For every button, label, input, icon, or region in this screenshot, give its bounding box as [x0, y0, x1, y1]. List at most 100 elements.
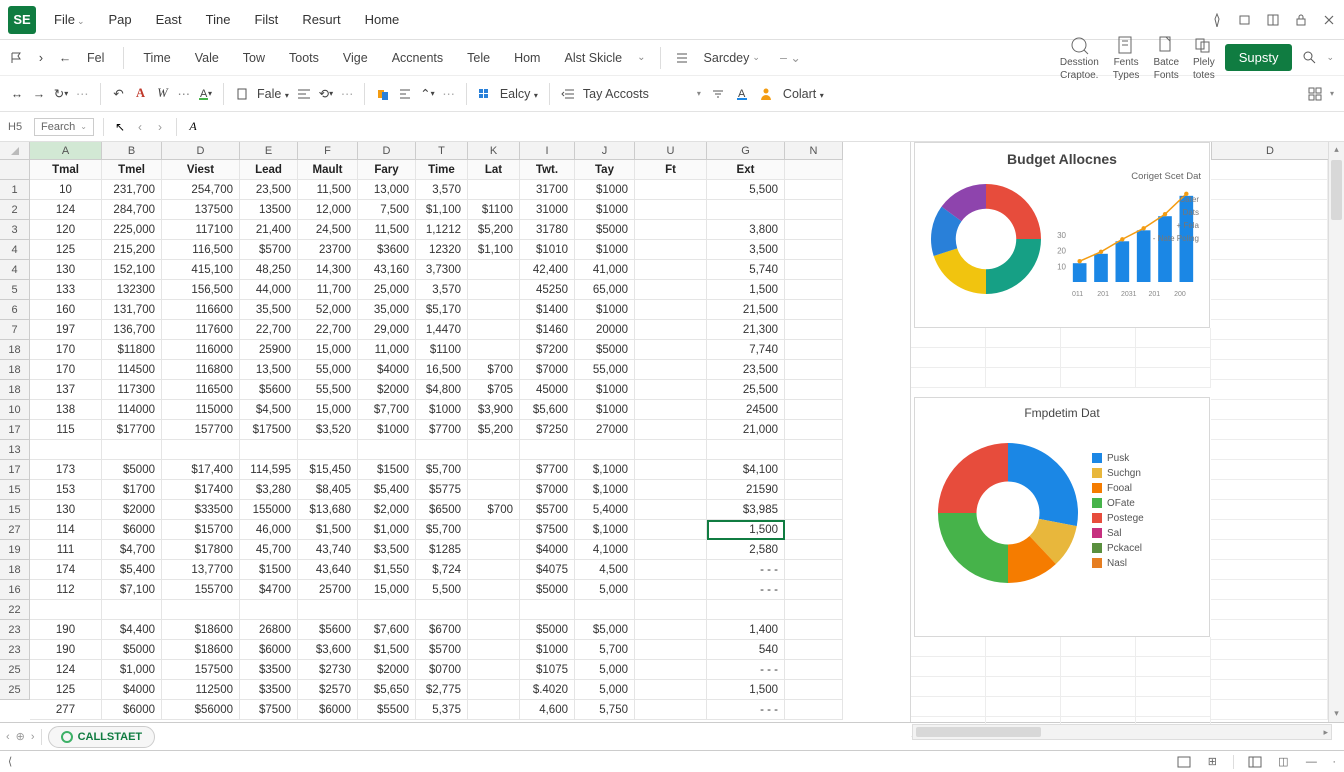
cell[interactable]: - - - [707, 560, 785, 580]
cell[interactable] [468, 540, 520, 560]
ribbon-fel[interactable]: Fel [82, 48, 109, 68]
cell[interactable]: 52,000 [298, 300, 358, 320]
cell[interactable] [785, 340, 843, 360]
cell[interactable]: 1,4470 [416, 320, 468, 340]
ribbon-dash[interactable]: – ⌄ [775, 47, 806, 68]
cell[interactable]: 157700 [162, 420, 240, 440]
cell[interactable]: 43,740 [298, 540, 358, 560]
header-cell[interactable]: Ft [635, 160, 707, 180]
cell[interactable] [468, 180, 520, 200]
ribbon-tele[interactable]: Tele [462, 48, 495, 68]
cell[interactable]: 7,500 [358, 200, 416, 220]
cell[interactable]: 156,500 [162, 280, 240, 300]
cell[interactable]: 7,740 [707, 340, 785, 360]
cell[interactable]: 45000 [520, 380, 575, 400]
cell[interactable]: $3,500 [358, 540, 416, 560]
tab-first-icon[interactable]: ‹ [6, 731, 10, 743]
cell[interactable] [575, 440, 635, 460]
cell[interactable] [785, 220, 843, 240]
row-header[interactable]: 18 [0, 360, 30, 380]
cell[interactable] [635, 280, 707, 300]
chart-budget-allocnes[interactable]: Budget Allocnes Coriget Scet Dat 1020300… [914, 142, 1210, 328]
row-header[interactable]: 2 [0, 200, 30, 220]
cell[interactable]: 116600 [162, 300, 240, 320]
row-header[interactable]: 6 [0, 300, 30, 320]
cell[interactable]: $7500 [240, 700, 298, 720]
cell[interactable]: 116000 [162, 340, 240, 360]
cell[interactable] [635, 300, 707, 320]
cell[interactable]: $1075 [520, 660, 575, 680]
cell[interactable]: $,724 [416, 560, 468, 580]
cell[interactable] [785, 540, 843, 560]
status-back-icon[interactable]: ⟨ [8, 755, 12, 768]
cell[interactable] [468, 560, 520, 580]
cell[interactable]: $705 [468, 380, 520, 400]
cell[interactable]: $15,450 [298, 460, 358, 480]
cell[interactable]: 43,160 [358, 260, 416, 280]
cell[interactable] [635, 240, 707, 260]
column-header[interactable]: G [707, 142, 785, 160]
cell[interactable]: - - - [707, 660, 785, 680]
cell[interactable]: 132300 [102, 280, 162, 300]
menu-home[interactable]: Home [363, 8, 402, 31]
cell[interactable]: 112 [30, 580, 102, 600]
cell[interactable]: 155000 [240, 500, 298, 520]
cell[interactable] [635, 200, 707, 220]
cell[interactable]: $,1000 [575, 480, 635, 500]
cell[interactable] [468, 320, 520, 340]
row-header[interactable]: 16 [0, 580, 30, 600]
cell[interactable]: 152,100 [102, 260, 162, 280]
cell[interactable]: $5775 [416, 480, 468, 500]
cell[interactable] [358, 600, 416, 620]
cell[interactable]: $1400 [520, 300, 575, 320]
search-icon[interactable] [1302, 51, 1316, 65]
cell[interactable]: 114500 [102, 360, 162, 380]
cell[interactable]: 231,700 [102, 180, 162, 200]
cell[interactable]: 25700 [298, 580, 358, 600]
cell[interactable]: 115000 [162, 400, 240, 420]
zoom-icon[interactable]: — [1304, 755, 1318, 769]
cell[interactable]: $3,900 [468, 400, 520, 420]
cell[interactable]: - - - [707, 580, 785, 600]
row-header[interactable]: 1 [0, 180, 30, 200]
cell[interactable]: 116500 [162, 380, 240, 400]
cell[interactable] [468, 680, 520, 700]
cell[interactable] [785, 240, 843, 260]
cell[interactable]: 136,700 [102, 320, 162, 340]
cell[interactable]: $2570 [298, 680, 358, 700]
cell[interactable]: $5,600 [520, 400, 575, 420]
cell[interactable]: 35,000 [358, 300, 416, 320]
cell[interactable] [785, 300, 843, 320]
paste-icon[interactable] [235, 87, 249, 101]
cell[interactable]: 173 [30, 460, 102, 480]
cell[interactable]: $4000 [102, 680, 162, 700]
row-header[interactable]: 15 [0, 480, 30, 500]
cell[interactable]: $5700 [416, 640, 468, 660]
cell[interactable]: 133 [30, 280, 102, 300]
currency-icon[interactable] [376, 87, 390, 101]
cell[interactable]: 13,500 [240, 360, 298, 380]
cell[interactable]: 112500 [162, 680, 240, 700]
cell[interactable]: 170 [30, 340, 102, 360]
header-cell[interactable]: Tay [575, 160, 635, 180]
cell[interactable]: 116800 [162, 360, 240, 380]
cell[interactable]: 1,1212 [416, 220, 468, 240]
cell[interactable]: $6700 [416, 620, 468, 640]
align-left-icon[interactable] [398, 87, 412, 101]
cell[interactable]: 31000 [520, 200, 575, 220]
cell[interactable]: $5000 [102, 460, 162, 480]
ribbon-vale[interactable]: Vale [190, 48, 224, 68]
cell[interactable]: $4000 [358, 360, 416, 380]
spreadsheet-grid[interactable]: ABDEFDTKIJUGN 12344567181818101713171515… [0, 142, 910, 722]
cell[interactable]: 157500 [162, 660, 240, 680]
chevron-right-icon[interactable]: › [34, 51, 48, 65]
cell[interactable]: $2,775 [416, 680, 468, 700]
ribbon-alst skicle[interactable]: Alst Skicle [559, 48, 627, 68]
cell[interactable]: $8,405 [298, 480, 358, 500]
cell[interactable] [416, 440, 468, 460]
cell[interactable]: $1000 [575, 400, 635, 420]
cell[interactable]: 130 [30, 260, 102, 280]
cell[interactable]: $2000 [358, 660, 416, 680]
cell[interactable]: 190 [30, 620, 102, 640]
cell[interactable]: 21,000 [707, 420, 785, 440]
